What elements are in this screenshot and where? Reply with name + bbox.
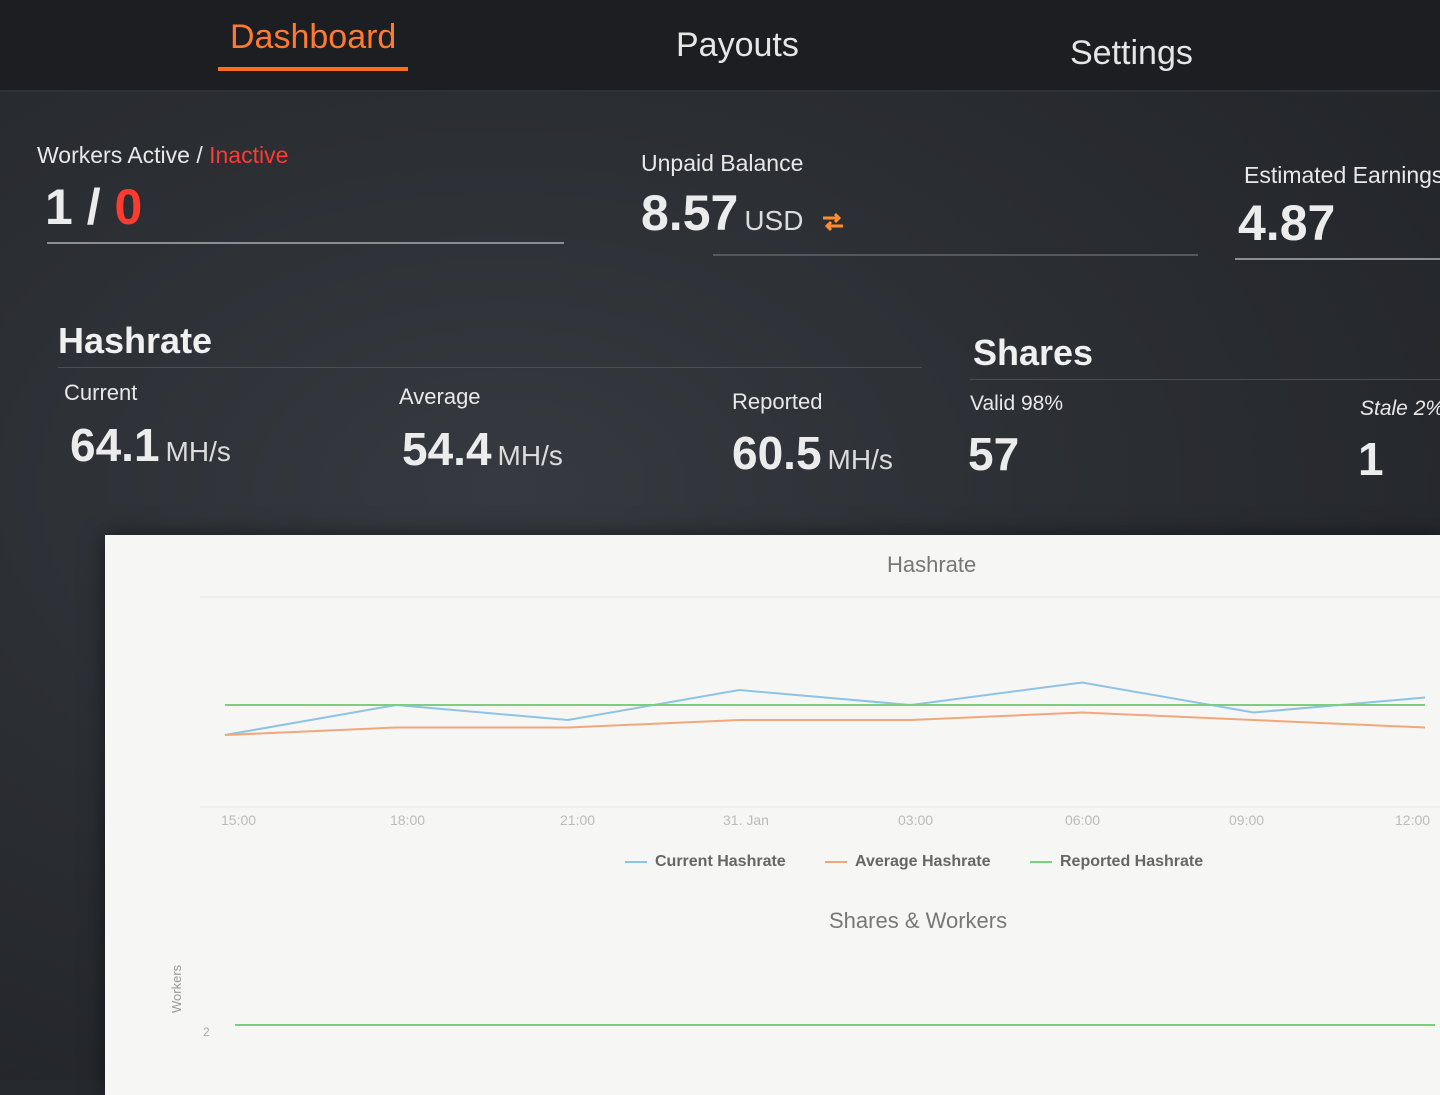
unpaid-balance-label: Unpaid Balance: [641, 150, 804, 176]
average-unit: MH/s: [497, 440, 563, 471]
average-label: Average: [399, 384, 481, 409]
estimated-earnings-label: Estimated Earnings: [1244, 162, 1440, 188]
workers-inactive-label: Inactive: [209, 142, 289, 168]
legend-swatch: [1030, 861, 1052, 863]
legend-reported[interactable]: Reported Hashrate: [1030, 853, 1203, 871]
estimated-underline: [1235, 258, 1440, 260]
series-line-1: [224, 711, 1426, 736]
top-nav: Dashboard Payouts Settings: [0, 0, 1440, 92]
shares-workers-chart-title: Shares & Workers: [829, 908, 1008, 933]
unpaid-balance-amount: 8.57: [641, 185, 739, 241]
shares-workers-chart[interactable]: [105, 945, 1440, 1095]
chart-panel: Hashrate 15:00 18:00 21:00 31. Jan 03:00…: [105, 535, 1440, 1095]
legend-current[interactable]: Current Hashrate: [625, 853, 786, 871]
current-label: Current: [64, 380, 138, 405]
unpaid-underline: [713, 254, 1198, 256]
x-tick-label: 09:00: [1229, 812, 1265, 828]
stale-shares-label: Stale 2%: [1360, 397, 1440, 420]
workers-active-count: 1: [45, 179, 73, 235]
reported-label: Reported: [732, 389, 823, 414]
x-tick-label: 31. Jan: [723, 812, 769, 828]
estimated-earnings-value: 4.87: [1238, 195, 1336, 251]
x-tick-label: 06:00: [1065, 812, 1101, 828]
x-tick-label: 18:00: [390, 812, 426, 828]
hashrate-divider: [58, 367, 922, 368]
workers-underline: [47, 242, 564, 244]
average-value: 54.4: [402, 423, 492, 475]
valid-shares-label: Valid 98%: [970, 392, 1064, 415]
reported-hashrate: 60.5 MH/s: [732, 426, 893, 480]
legend-label: Reported Hashrate: [1060, 853, 1204, 870]
workers-active-label: Workers Active /: [37, 142, 203, 168]
tab-dashboard[interactable]: Dashboard: [218, 18, 409, 71]
x-tick-label: 15:00: [221, 812, 257, 828]
unpaid-balance-currency: USD: [744, 205, 804, 236]
hashrate-title: Hashrate: [58, 320, 213, 361]
hashrate-chart[interactable]: [105, 535, 1440, 835]
legend-average[interactable]: Average Hashrate: [825, 853, 990, 871]
workers-inactive-count: 0: [114, 179, 143, 235]
shares-divider: [970, 379, 1440, 380]
x-tick-label: 03:00: [898, 812, 934, 828]
series-line-0: [224, 681, 1426, 736]
current-value: 64.1: [70, 419, 160, 471]
legend-label: Current Hashrate: [655, 853, 786, 870]
current-unit: MH/s: [165, 436, 231, 467]
current-hashrate: 64.1 MH/s: [70, 418, 231, 472]
legend-swatch: [825, 861, 847, 863]
reported-value: 60.5: [732, 427, 822, 479]
swap-currency-icon[interactable]: [821, 188, 845, 246]
workers-count[interactable]: 1 / 0: [45, 178, 142, 236]
x-tick-label: 12:00: [1395, 812, 1431, 828]
reported-unit: MH/s: [827, 444, 893, 475]
legend-label: Average Hashrate: [855, 853, 991, 870]
stale-shares-value: 1: [1358, 433, 1384, 485]
hashrate-chart-title: Hashrate: [887, 552, 977, 577]
average-hashrate: 54.4 MH/s: [402, 422, 563, 476]
valid-shares-value: 57: [968, 428, 1020, 480]
workers-label: Workers Active / Inactive: [37, 142, 288, 169]
unpaid-balance-value: 8.57 USD: [641, 184, 845, 246]
shares-title: Shares: [973, 332, 1094, 373]
tab-settings[interactable]: Settings: [1070, 34, 1193, 72]
tab-payouts[interactable]: Payouts: [676, 26, 799, 64]
x-tick-label: 21:00: [560, 812, 596, 828]
legend-swatch: [625, 861, 647, 863]
workers-separator: /: [86, 179, 101, 235]
workers-y-tick: 2: [203, 1025, 210, 1039]
